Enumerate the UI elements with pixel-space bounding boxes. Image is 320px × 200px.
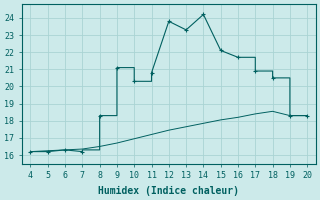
X-axis label: Humidex (Indice chaleur): Humidex (Indice chaleur) (98, 186, 239, 196)
